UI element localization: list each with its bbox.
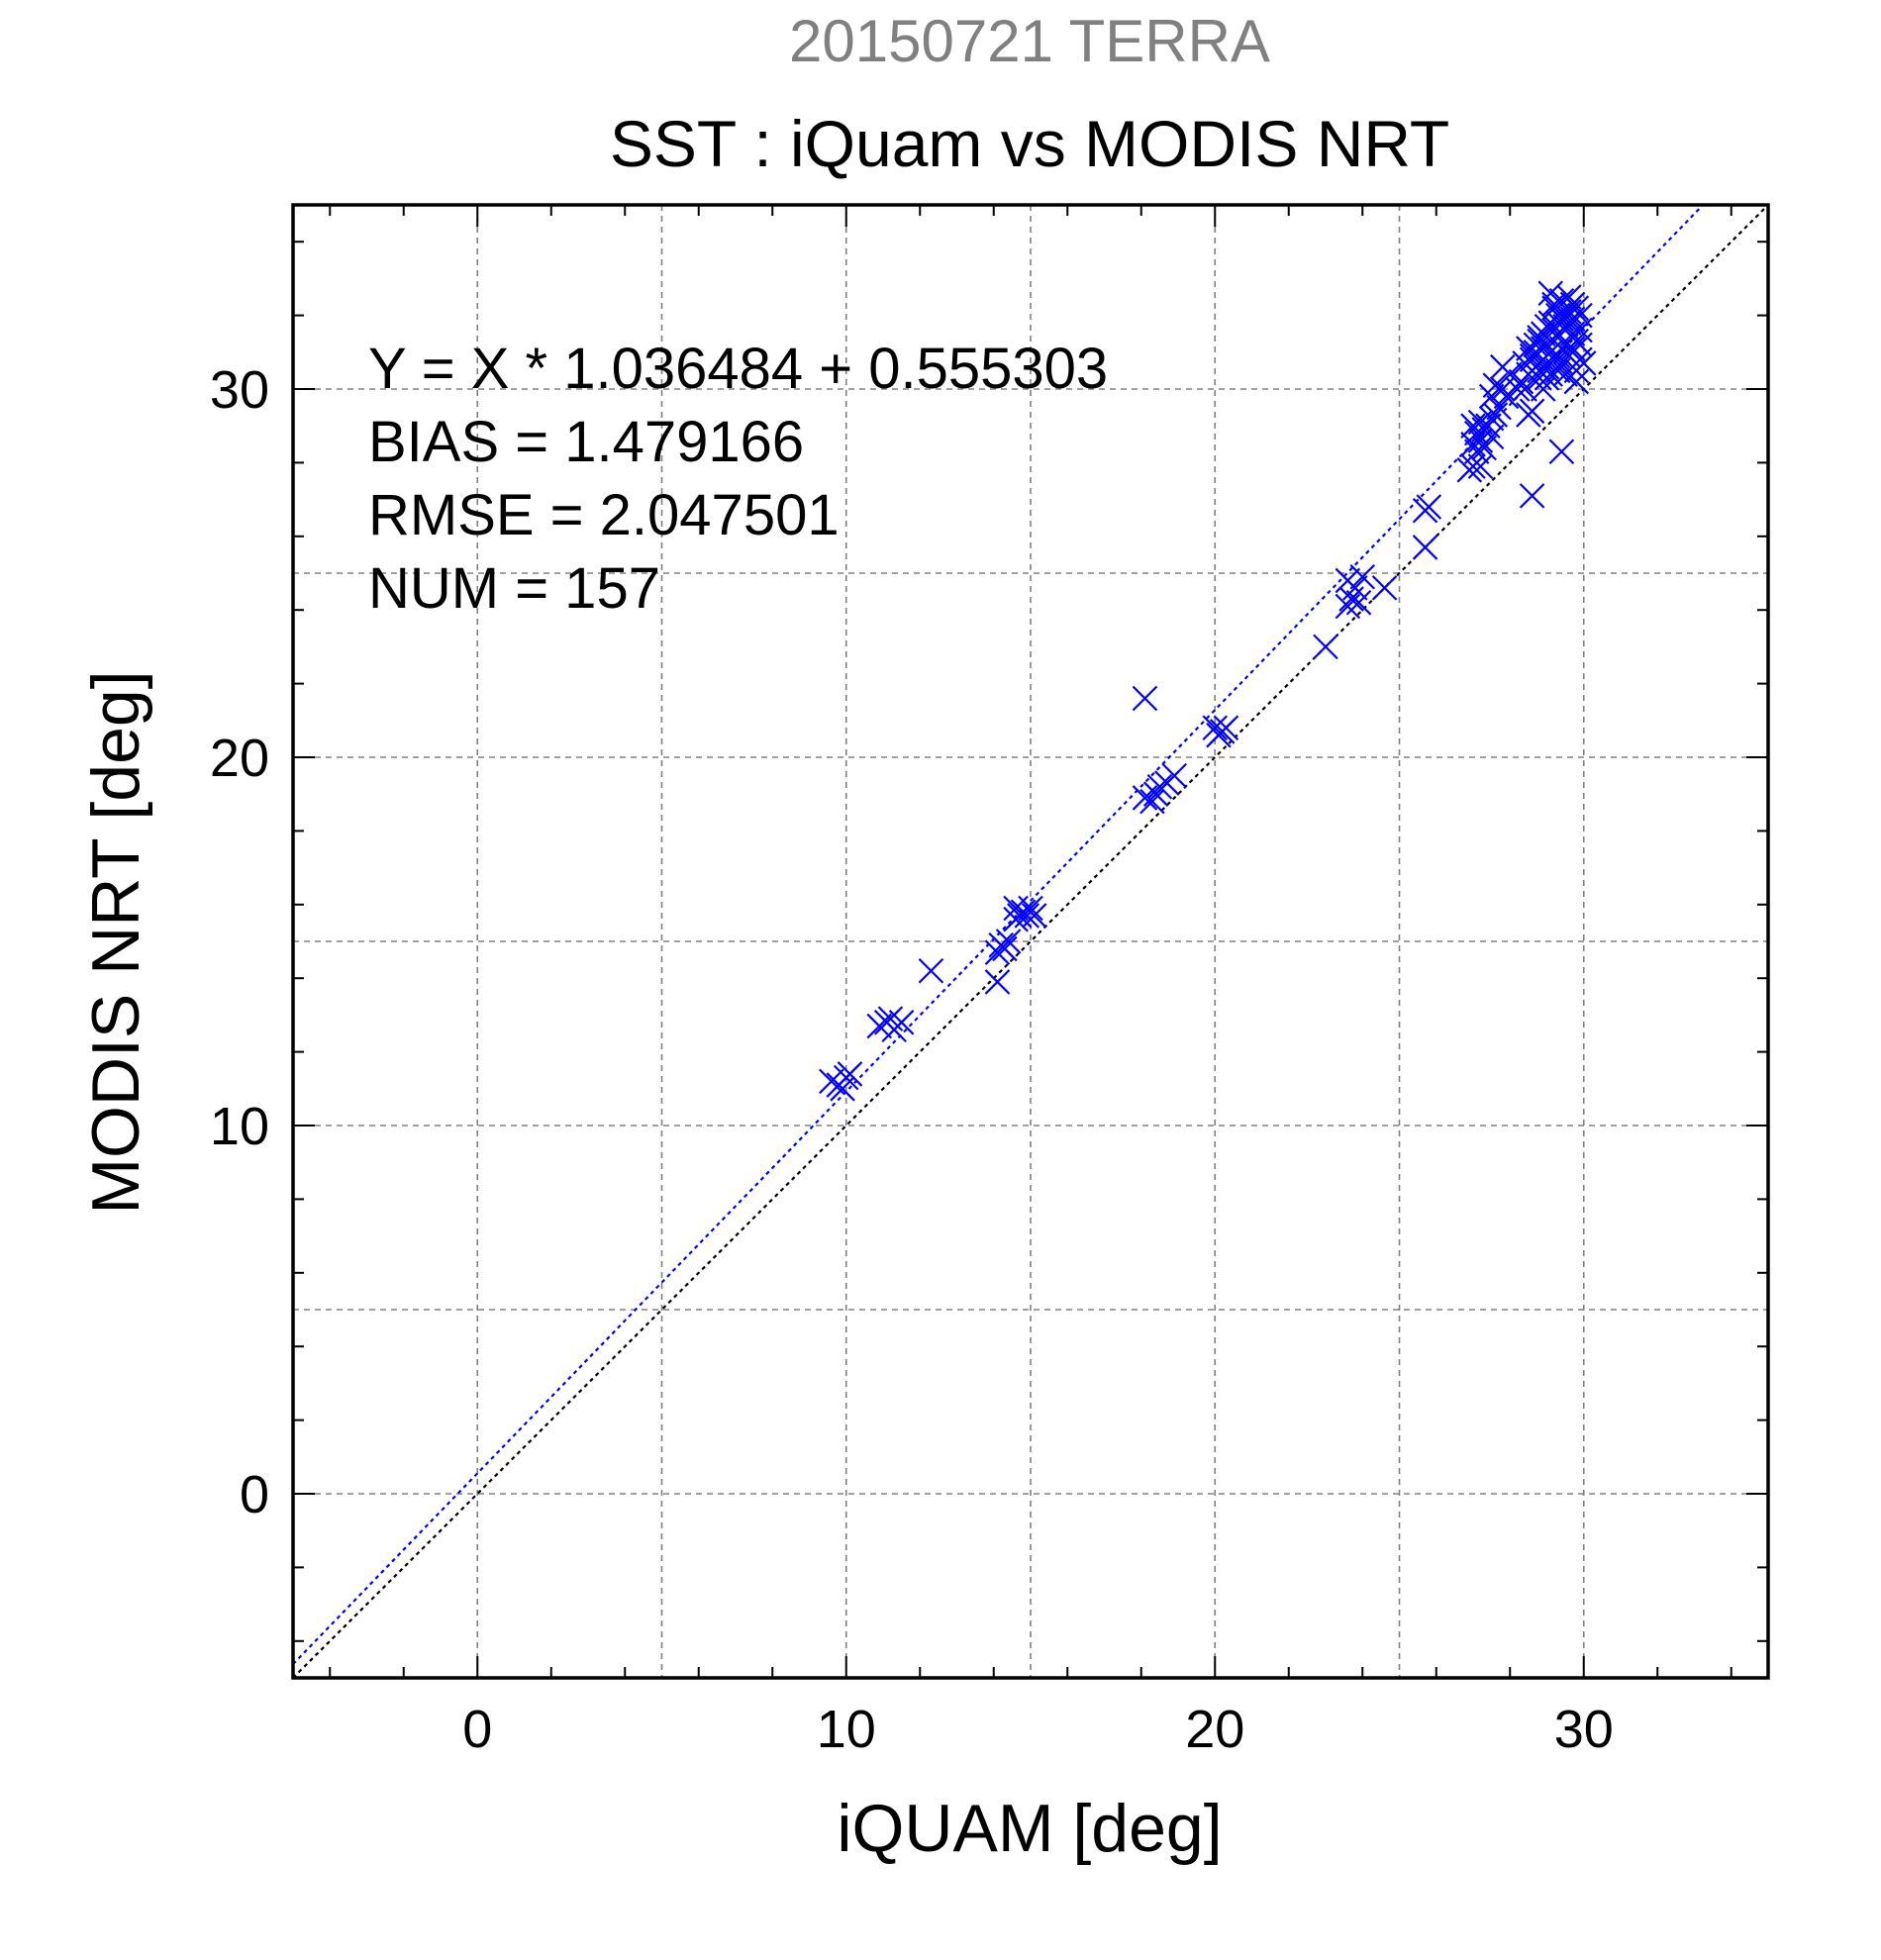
data-point — [918, 957, 944, 984]
x-tick-label: 30 — [1554, 1700, 1614, 1759]
data-point — [1349, 563, 1376, 590]
stats-annotation: Y = X * 1.036484 + 0.555303 BIAS = 1.479… — [368, 337, 1108, 621]
data-point — [1548, 439, 1575, 465]
data-point — [1416, 494, 1442, 520]
data-point — [1523, 332, 1549, 358]
data-point — [1313, 634, 1338, 660]
data-point — [1478, 424, 1505, 450]
data-point — [1563, 357, 1590, 384]
plot-frame — [291, 203, 1770, 1680]
y-tick-label: 20 — [210, 729, 269, 788]
data-point — [1516, 402, 1541, 428]
y-tick-label: 0 — [240, 1465, 269, 1524]
data-point — [1003, 895, 1029, 922]
data-point — [1478, 405, 1505, 432]
chart-subtitle: SST : iQuam vs MODIS NRT — [610, 107, 1449, 180]
data-point — [1467, 453, 1494, 479]
data-point — [1202, 715, 1229, 741]
data-point — [1537, 280, 1563, 307]
data-point — [1412, 535, 1438, 560]
data-point — [1559, 336, 1586, 361]
data-point — [1563, 368, 1590, 395]
x-tick-label: 20 — [1185, 1700, 1244, 1759]
data-point — [1460, 453, 1486, 479]
x-axis-label: iQUAM [deg] — [837, 1791, 1222, 1866]
data-point — [1490, 353, 1516, 380]
regression-line — [292, 204, 1704, 1665]
data-point — [1371, 575, 1398, 601]
y-axis-label: MODIS NRT [deg] — [78, 670, 153, 1214]
data-point — [1213, 715, 1239, 741]
data-point — [1512, 376, 1537, 402]
tick-labels: 0 10 20 30 0 10 20 30 — [210, 360, 1614, 1759]
data-point — [866, 1013, 893, 1039]
data-point — [819, 1068, 844, 1095]
data-point — [1014, 903, 1040, 929]
x-tick-label: 10 — [817, 1700, 876, 1759]
data-points — [819, 280, 1597, 1102]
data-point — [992, 935, 1018, 962]
chart-title: 20150721 TERRA — [789, 8, 1270, 74]
stats-bias: BIAS = 1.479166 — [368, 410, 804, 474]
data-point — [837, 1061, 863, 1087]
data-point — [995, 929, 1022, 954]
data-point — [1519, 483, 1545, 509]
stats-num: NUM = 157 — [368, 556, 660, 621]
data-point — [1345, 589, 1372, 616]
data-point — [1139, 788, 1165, 815]
data-point — [877, 1006, 904, 1031]
data-point — [1534, 365, 1560, 391]
y-tick-label: 30 — [210, 360, 269, 420]
stats-equation: Y = X * 1.036484 + 0.555303 — [368, 337, 1108, 401]
identity-line — [292, 204, 1769, 1679]
x-tick-label: 0 — [462, 1700, 492, 1759]
data-point — [1335, 567, 1361, 594]
data-point — [1142, 781, 1169, 807]
grid-lines — [293, 205, 1768, 1678]
axis-ticks — [293, 205, 1768, 1678]
data-point — [830, 1076, 855, 1102]
data-point — [1527, 325, 1552, 350]
data-point — [1132, 685, 1158, 712]
data-point — [1559, 291, 1586, 318]
y-tick-label: 10 — [210, 1097, 269, 1156]
stats-rmse: RMSE = 2.047501 — [368, 483, 840, 547]
reference-lines — [292, 204, 1769, 1679]
data-point — [1519, 346, 1545, 373]
data-point — [1567, 332, 1593, 358]
data-point — [1021, 903, 1047, 929]
data-point — [1146, 773, 1173, 800]
data-point — [1544, 310, 1571, 336]
data-point — [984, 969, 1011, 995]
data-point — [1504, 376, 1531, 402]
